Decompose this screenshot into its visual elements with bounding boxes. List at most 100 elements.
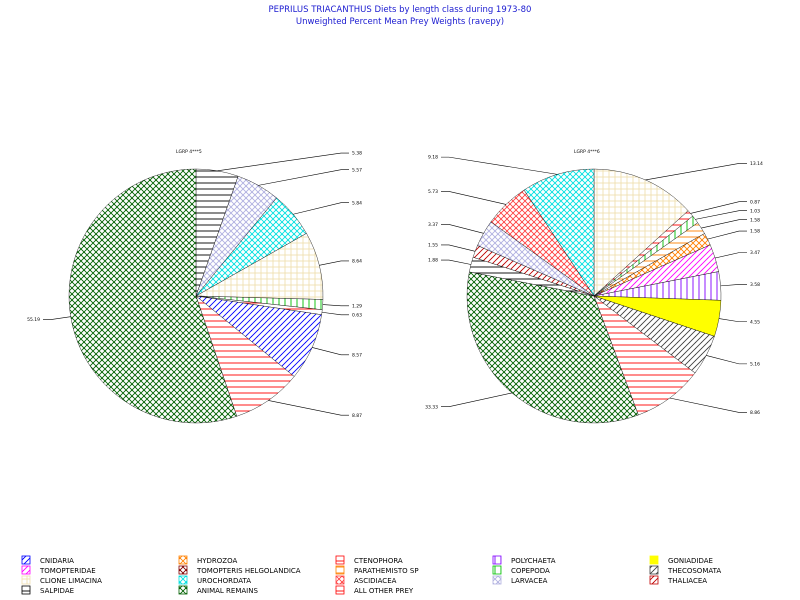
legend-swatch-all-other-prey: [335, 585, 345, 595]
legend-item-ascidiacea: ASCIDIACEA: [335, 575, 397, 585]
pie-2-label-goniadidae: 4.55: [750, 319, 760, 325]
legend: CNIDARIA HYDROZOA CTENOPHORA POLYCHAETA GONI…: [21, 555, 721, 595]
pie-2-leader-larvacea: [441, 224, 484, 234]
pie-2-label-clione-limacina: 13.14: [750, 161, 763, 167]
pie-2-label-larvacea: 3.37: [428, 222, 438, 228]
pie-2-leader-salpidae: [441, 259, 472, 265]
pie-2-leader-urochordata: [441, 156, 558, 175]
pie-1-leader-salpidae: [217, 152, 349, 172]
legend-swatch-cnidaria: [21, 555, 31, 565]
legend-label-ctenophora: CTENOPHORA: [354, 557, 403, 565]
legend-item-ctenophora: CTENOPHORA: [335, 555, 403, 565]
legend-swatch-tomopteris-helgolandica: [178, 565, 188, 575]
legend-label-tomopteridae: TOMOPTERIDAE: [39, 567, 96, 575]
pie-1: LGRP 4***5 5.38 5.57 5.84 8.64 1.29 0.63 8.57 8.…: [27, 149, 362, 424]
legend-swatch-thecosomata: [649, 565, 659, 575]
pie-2-label-ctenophora: 8.86: [750, 410, 760, 416]
legend-label-salpidae: SALPIDAE: [40, 587, 74, 595]
legend-item-animal-remains: ANIMAL REMAINS: [178, 585, 258, 595]
pie-1-label-ctenophora: 8.87: [352, 413, 362, 419]
legend-label-all-other-prey: ALL OTHER PREY: [354, 587, 414, 595]
pie-1-leader-urochordata: [293, 202, 349, 215]
pie-1-leader-cnidaria: [312, 347, 349, 356]
legend-swatch-polychaeta: [492, 555, 502, 565]
legend-swatch-animal-remains: [178, 585, 188, 595]
pie-2-label-thecosomata: 5.16: [750, 361, 760, 367]
legend-label-parathemisto-sp: PARATHEMISTO SP: [354, 567, 419, 575]
legend-item-copepoda: COPEPODA: [492, 565, 550, 575]
legend-item-parathemisto-sp: PARATHEMISTO SP: [335, 565, 419, 575]
pie-1-label-animal-remains: 55.19: [27, 317, 40, 323]
legend-swatch-larvacea: [492, 575, 502, 585]
pie-2-leader-ascidiacea: [441, 191, 507, 205]
pie-2-leader-copepoda: [695, 210, 747, 220]
pie-2-leader-tomopteridae: [715, 252, 747, 259]
legend-label-ascidiacea: ASCIDIACEA: [354, 577, 397, 585]
legend-swatch-clione-limacina: [21, 575, 31, 585]
legend-swatch-tomopteridae: [21, 565, 31, 575]
pie-2-leader-parathemisto-sp: [701, 219, 747, 229]
legend-item-cnidaria: CNIDARIA: [21, 555, 74, 565]
pie-1-label-clione-limacina: 8.64: [352, 259, 362, 265]
pie-2-leader-goniadidae: [718, 318, 747, 323]
pie-2-label-copepoda: 1.03: [750, 208, 760, 214]
legend-swatch-goniadidae: [649, 555, 659, 565]
pie-2-header: LGRP 4***6: [574, 149, 600, 155]
pie-1-leader-copepoda: [322, 304, 349, 307]
pie-2-slice-animal-remains: [466, 271, 639, 424]
pie-2-label-hydrozoa: 1.58: [750, 229, 760, 235]
legend-label-larvacea: LARVACEA: [511, 577, 548, 585]
pie-2-leader-polychaeta: [720, 284, 747, 287]
legend-item-all-other-prey: ALL OTHER PREY: [335, 585, 414, 595]
legend-item-urochordata: UROCHORDATA: [178, 575, 251, 585]
legend-label-hydrozoa: HYDROZOA: [197, 557, 237, 565]
pie-2-label-ascidiacea: 5.73: [428, 189, 438, 195]
pies-group: LGRP 4***5 5.38 5.57 5.84 8.64 1.29 0.63 8.57 8.…: [27, 149, 763, 424]
pie-1-label-urochordata: 5.84: [352, 200, 362, 206]
pie-1-leader-larvacea: [258, 169, 349, 186]
legend-label-polychaeta: POLYCHAETA: [511, 557, 556, 565]
legend-item-hydrozoa: HYDROZOA: [178, 555, 237, 565]
legend-swatch-copepoda: [492, 565, 502, 575]
pie-2-leader-clione-limacina: [645, 163, 747, 181]
pie-2-label-urochordata: 9.18: [428, 155, 438, 161]
legend-label-thaliacea: THALIACEA: [667, 577, 707, 585]
pie-2-label-salpidae: 1.88: [428, 258, 438, 264]
chart-subtitle: Unweighted Percent Mean Prey Weights (ra…: [296, 17, 504, 27]
legend-item-thecosomata: THECOSOMATA: [649, 565, 721, 575]
pie-1-label-all-other-prey: 0.63: [352, 312, 362, 318]
legend-item-goniadidae: GONIADIDAE: [649, 555, 713, 565]
pie-1-label-cnidaria: 8.57: [352, 352, 362, 358]
pie-2-leader-thecosomata: [706, 355, 747, 365]
legend-item-larvacea: LARVACEA: [492, 575, 548, 585]
pie-1-label-larvacea: 5.57: [352, 167, 362, 173]
legend-swatch-thaliacea: [649, 575, 659, 585]
pie-2-leader-hydrozoa: [707, 230, 747, 240]
pie-1-header: LGRP 4***5: [176, 149, 202, 155]
pie-1-label-copepoda: 1.29: [352, 303, 362, 309]
pie-1-leader-ctenophora: [268, 400, 349, 416]
legend-item-tomopteris-helgolandica: TOMOPTERIS HELGOLANDICA: [178, 565, 301, 575]
legend-label-thecosomata: THECOSOMATA: [667, 567, 721, 575]
legend-label-goniadidae: GONIADIDAE: [668, 557, 713, 565]
pie-2-label-parathemisto-sp: 1.58: [750, 217, 760, 223]
legend-label-clione-limacina: CLIONE LIMACINA: [40, 577, 102, 585]
legend-label-copepoda: COPEPODA: [511, 567, 550, 575]
legend-swatch-urochordata: [178, 575, 188, 585]
pie-2-label-all-other-prey: 0.87: [750, 199, 760, 205]
legend-swatch-hydrozoa: [178, 555, 188, 565]
pie-1-leader-all-other-prey: [321, 311, 349, 316]
legend-label-cnidaria: CNIDARIA: [40, 557, 74, 565]
legend-item-clione-limacina: CLIONE LIMACINA: [21, 575, 102, 585]
pie-2-leader-thaliacea: [441, 244, 476, 252]
pie-2-leader-animal-remains: [441, 392, 512, 407]
legend-item-salpidae: SALPIDAE: [21, 585, 74, 595]
legend-swatch-salpidae: [21, 585, 31, 595]
legend-label-animal-remains: ANIMAL REMAINS: [197, 587, 258, 595]
chart-title: PEPRILUS TRIACANTHUS Diets by length cla…: [269, 5, 532, 15]
pie-2-leader-all-other-prey: [690, 201, 747, 214]
legend-label-tomopteris-helgolandica: TOMOPTERIS HELGOLANDICA: [196, 567, 301, 575]
pie-2-label-tomopteridae: 3.47: [750, 250, 760, 256]
pie-1-slice-animal-remains: [68, 168, 238, 424]
